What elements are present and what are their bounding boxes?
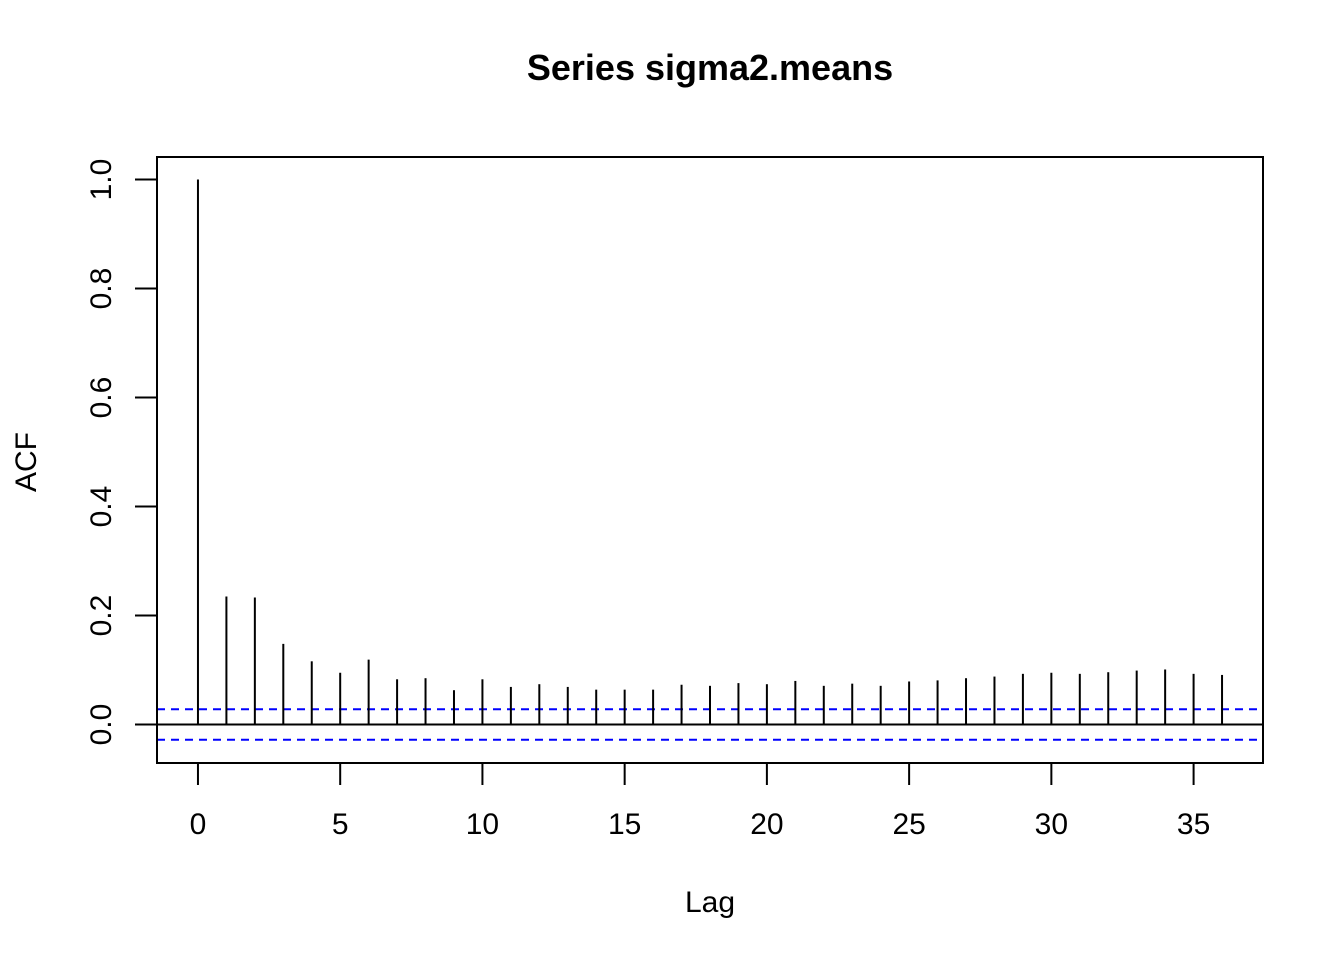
y-tick-label-2: 0.4 xyxy=(85,486,118,528)
x-tick-label-25: 25 xyxy=(892,808,925,841)
y-axis-label: ACF xyxy=(10,432,43,492)
x-tick-label-15: 15 xyxy=(608,808,641,841)
y-tick-label-5: 1.0 xyxy=(85,159,118,201)
x-tick-label-10: 10 xyxy=(466,808,499,841)
plot-frame xyxy=(156,156,1264,764)
x-tick-label-20: 20 xyxy=(750,808,783,841)
x-tick-label-30: 30 xyxy=(1035,808,1068,841)
chart-title: Series sigma2.means xyxy=(527,47,893,88)
x-tick-label-0: 0 xyxy=(190,808,207,841)
y-tick-label-4: 0.8 xyxy=(85,268,118,310)
plot-area: 0 5 10 15 20 25 30 35 0.0 0.2 0.4 0.6 0.8 1.0 xyxy=(85,156,1264,841)
x-tick-label-5: 5 xyxy=(332,808,349,841)
y-tick-label-3: 0.6 xyxy=(85,377,118,419)
x-tick-label-35: 35 xyxy=(1177,808,1210,841)
x-axis-label: Lag xyxy=(685,886,735,919)
y-tick-label-0: 0.0 xyxy=(85,704,118,746)
y-tick-label-1: 0.2 xyxy=(85,595,118,637)
